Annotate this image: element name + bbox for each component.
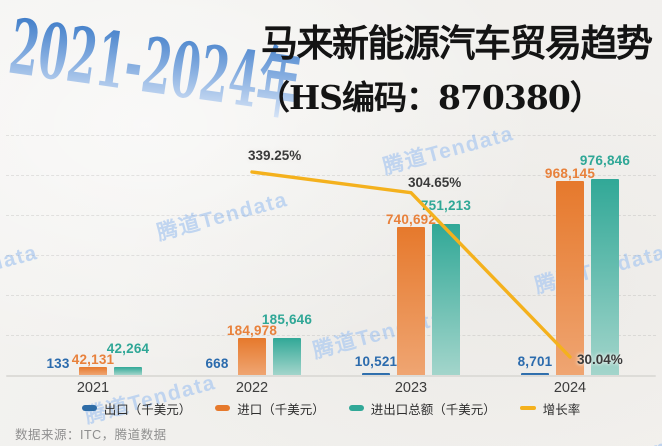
bar-import-2021: [79, 366, 107, 375]
bar-total-2023: [432, 224, 460, 375]
page-subtitle: （HS编码：870380）: [257, 78, 603, 117]
x-axis-label-2024: 2024: [553, 380, 587, 396]
value-label-import-2023: 740,692: [385, 211, 437, 227]
value-label-export-2021: 133: [46, 355, 70, 371]
bar-total-2021: [114, 366, 142, 375]
legend-swatch-total: [348, 405, 364, 411]
watermark-text: 腾道Tendata: [581, 418, 662, 446]
chart-axis-baseline: [6, 375, 656, 377]
bar-import-2023: [397, 226, 425, 375]
x-axis-label-2022: 2022: [235, 380, 269, 396]
value-label-total-2023: 751,213: [420, 198, 472, 214]
bar-import-2022: [238, 337, 266, 375]
bar-import-2024: [556, 181, 584, 375]
chart-gridline: [6, 134, 656, 136]
bar-total-2024: [591, 179, 619, 375]
legend-item-growth-rate[interactable]: 增长率: [519, 399, 581, 418]
bar-total-2022: [273, 337, 301, 375]
growth-rate-label-2023: 304.65%: [408, 174, 462, 190]
data-source-note: 数据来源：ITC，腾道数据: [15, 428, 167, 442]
legend-item-import[interactable]: 进口（千美元）: [215, 399, 325, 418]
value-label-total-2024: 976,846: [579, 153, 631, 169]
legend-item-export[interactable]: 出口（千美元）: [81, 399, 192, 418]
growth-rate-label-2022: 339.25%: [248, 147, 302, 163]
legend-label: 进出口总额（千美元）: [370, 402, 496, 417]
value-label-import-2021: 42,131: [71, 351, 115, 367]
legend-swatch-export: [81, 405, 97, 411]
legend-label: 出口（千美元）: [103, 402, 192, 417]
x-axis-label-2023: 2023: [394, 380, 428, 396]
value-label-total-2022: 185,646: [261, 311, 313, 327]
chart-legend: 出口（千美元） 进口（千美元） 进出口总额（千美元） 增长率: [0, 399, 662, 417]
x-axis-label-2021: 2021: [76, 380, 110, 396]
legend-swatch-import: [215, 405, 231, 411]
legend-label: 增长率: [542, 402, 581, 417]
page-title: 马来新能源汽车贸易趋势: [261, 21, 653, 65]
value-label-export-2023: 10,521: [354, 353, 398, 369]
bar-export-2024: [521, 372, 549, 375]
growth-rate-label-2024: 30.04%: [577, 352, 623, 368]
legend-item-total[interactable]: 进出口总额（千美元）: [348, 399, 496, 418]
watermark-text: 腾道Tendata: [0, 240, 41, 298]
legend-label: 进口（千美元）: [237, 402, 325, 417]
value-label-export-2022: 668: [205, 355, 229, 371]
bar-export-2023: [362, 372, 390, 375]
value-label-export-2024: 8,701: [517, 353, 553, 369]
value-label-import-2024: 968,145: [544, 166, 596, 182]
value-label-total-2021: 42,264: [106, 340, 150, 356]
legend-swatch-growth-rate: [519, 406, 536, 410]
